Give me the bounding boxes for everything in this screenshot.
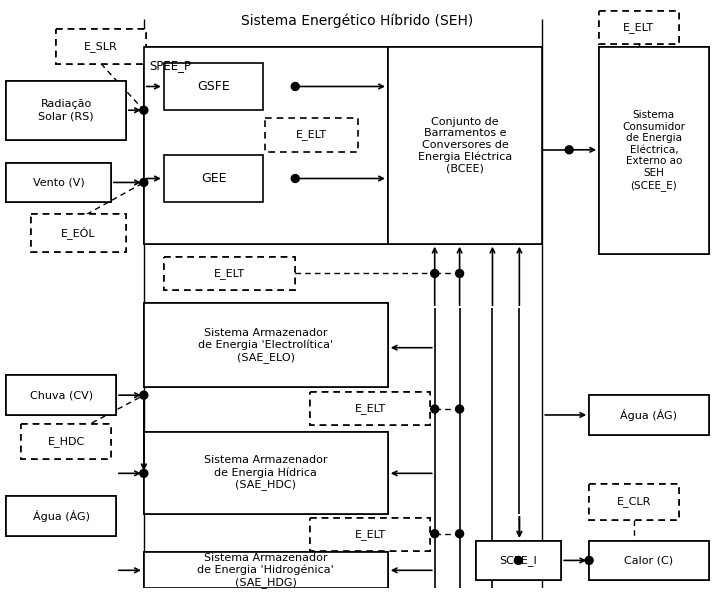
Bar [6,375,116,415]
Bar [164,63,263,110]
Bar [6,162,111,202]
Circle shape [431,530,438,538]
Text: Água (ÁG): Água (ÁG) [33,510,90,522]
Text: E_ELT: E_ELT [623,22,655,33]
Bar [599,47,708,254]
Circle shape [456,270,463,278]
Bar [388,47,542,244]
Circle shape [291,82,299,91]
Text: E_HDC: E_HDC [48,436,85,447]
Bar [164,257,296,291]
Bar [144,303,388,387]
Text: GSFE: GSFE [197,80,230,93]
Text: SPEE_P: SPEE_P [149,59,191,72]
Bar [21,424,111,460]
Text: E_SLR: E_SLR [84,41,118,52]
Text: E_ELT: E_ELT [354,403,386,414]
Text: E_EÓL: E_EÓL [61,227,96,240]
Circle shape [291,174,299,183]
Bar [589,541,708,580]
Bar [310,518,430,550]
Text: E_ELT: E_ELT [354,529,386,540]
Bar [589,395,708,435]
Circle shape [140,391,148,399]
Bar [164,155,263,202]
Text: Conjunto de
Barramentos e
Conversores de
Energia Eléctrica
(BCEE): Conjunto de Barramentos e Conversores de… [418,117,512,174]
Bar [388,47,542,244]
Bar [21,424,111,460]
Bar [164,257,296,291]
Bar [144,432,388,514]
Text: E_ELT: E_ELT [214,268,245,279]
Circle shape [514,556,523,565]
Bar [589,541,708,580]
Bar [476,541,561,580]
Circle shape [431,270,438,278]
Text: GEE: GEE [201,172,226,185]
Bar [144,47,388,244]
Bar [144,432,388,514]
Circle shape [140,178,148,186]
Bar [476,541,561,580]
Text: Sistema Armazenador
de Energia 'Hidrogénica'
(SAE_HDG): Sistema Armazenador de Energia 'Hidrogén… [198,553,334,588]
Circle shape [140,470,148,477]
Text: E_CLR: E_CLR [617,496,651,508]
Text: Sistema Armazenador
de Energia Hídrica
(SAE_HDC): Sistema Armazenador de Energia Hídrica (… [204,455,328,490]
Bar [164,155,263,202]
Circle shape [456,405,463,413]
Bar [310,392,430,425]
Text: E_ELT: E_ELT [296,129,327,141]
Bar [144,47,388,244]
Bar [144,303,388,387]
Circle shape [140,106,148,114]
Bar [6,81,126,140]
Bar [599,11,679,44]
Bar [310,392,430,425]
Bar [589,395,708,435]
Text: Vento (V): Vento (V) [33,177,84,187]
Text: Sistema
Consumidor
de Energia
Eléctrica,
Externo ao
SEH
(SCEE_E): Sistema Consumidor de Energia Eléctrica,… [623,110,685,190]
Bar [310,518,430,550]
Bar [589,484,679,520]
Bar [6,375,116,415]
Bar [56,29,146,63]
Text: Água (ÁG): Água (ÁG) [620,409,678,421]
Circle shape [585,556,593,565]
Bar [266,118,358,152]
Text: Chuva (CV): Chuva (CV) [29,390,93,400]
Bar [31,214,126,251]
Bar [589,484,679,520]
Bar [6,81,126,140]
Bar [56,29,146,63]
Bar [164,63,263,110]
Bar [6,496,116,535]
Bar [6,162,111,202]
Circle shape [456,530,463,538]
Text: Sistema Energético Híbrido (SEH): Sistema Energético Híbrido (SEH) [241,13,473,28]
Text: Sistema Armazenador
de Energia 'Electrolítica'
(SAE_ELO): Sistema Armazenador de Energia 'Electrol… [198,328,333,362]
Text: SCEE_I: SCEE_I [500,555,537,566]
Circle shape [431,405,438,413]
Bar [31,214,126,251]
Circle shape [565,146,573,154]
Bar [6,496,116,535]
Bar [144,553,388,588]
Bar [599,47,708,254]
Text: Radiação
Solar (RS): Radiação Solar (RS) [39,100,94,121]
Bar [266,118,358,152]
Text: Calor (C): Calor (C) [624,556,673,565]
Bar [599,11,679,44]
Bar [144,553,388,588]
